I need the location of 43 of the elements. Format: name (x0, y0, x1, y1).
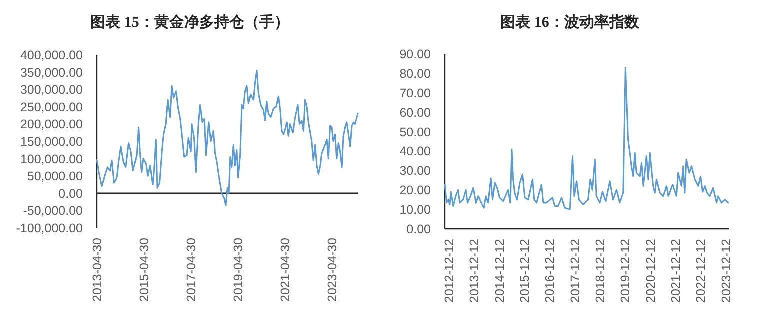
x-tick-label: 2016-12-12 (543, 238, 558, 303)
y-tick-label: 200,000.00 (20, 118, 84, 132)
y-tick-label: 60.00 (400, 106, 432, 120)
y-tick-label: 30.00 (400, 164, 432, 178)
y-tick-label: 50.00 (400, 125, 432, 140)
line-series (444, 67, 730, 210)
y-tick-label: 50,000.00 (27, 170, 84, 184)
x-tick-label: 2018-12-12 (594, 238, 608, 303)
y-tick-label: 70.00 (400, 86, 432, 100)
x-tick-label: 2020-12-12 (644, 238, 658, 303)
y-tick-label: 0.00 (406, 222, 432, 236)
x-tick-label: 2023-04-30 (325, 238, 340, 302)
y-tick-label: 80.00 (400, 66, 432, 81)
x-tick-label: 2019-12-12 (618, 238, 633, 303)
x-tick-label: 2021-12-12 (669, 238, 684, 303)
y-tick-label: -50,000.00 (23, 204, 84, 218)
x-tick-label: 2013-04-30 (90, 238, 104, 302)
y-tick-label: 400,000.00 (20, 48, 84, 62)
x-tick-label: 2014-12-12 (492, 238, 507, 303)
y-tick-label: 250,000.00 (20, 100, 84, 114)
y-tick-label: 0.00 (58, 186, 84, 201)
y-tick-label: 20.00 (400, 184, 432, 198)
y-tick-label: 300,000.00 (20, 83, 84, 98)
y-tick-label: 350,000.00 (20, 66, 84, 80)
x-tick-label: 2017-04-30 (184, 238, 198, 302)
y-tick-label: 150,000.00 (20, 135, 84, 149)
x-tick-label: 2019-04-30 (231, 238, 246, 302)
chart-title: 图表 16：波动率指数 (500, 13, 640, 31)
y-tick-label: -100,000.00 (16, 222, 84, 236)
x-tick-label: 2022-12-12 (694, 238, 708, 303)
x-tick-label: 2012-12-12 (442, 238, 457, 303)
y-tick-label: 90.00 (400, 48, 432, 62)
x-tick-label: 2017-12-12 (568, 238, 582, 303)
line-series (96, 70, 359, 206)
y-tick-label: 10.00 (400, 203, 432, 218)
chart-title: 图表 15：黄金净多持仓（手） (90, 14, 290, 31)
y-tick-label: 100,000.00 (20, 152, 84, 166)
x-tick-label: 2021-04-30 (278, 238, 292, 302)
x-tick-label: 2015-12-12 (518, 238, 532, 303)
x-tick-label: 2023-12-12 (719, 238, 734, 303)
y-tick-label: 40.00 (400, 144, 432, 159)
x-tick-label: 2013-12-12 (468, 238, 482, 303)
x-tick-label: 2015-04-30 (137, 238, 152, 302)
